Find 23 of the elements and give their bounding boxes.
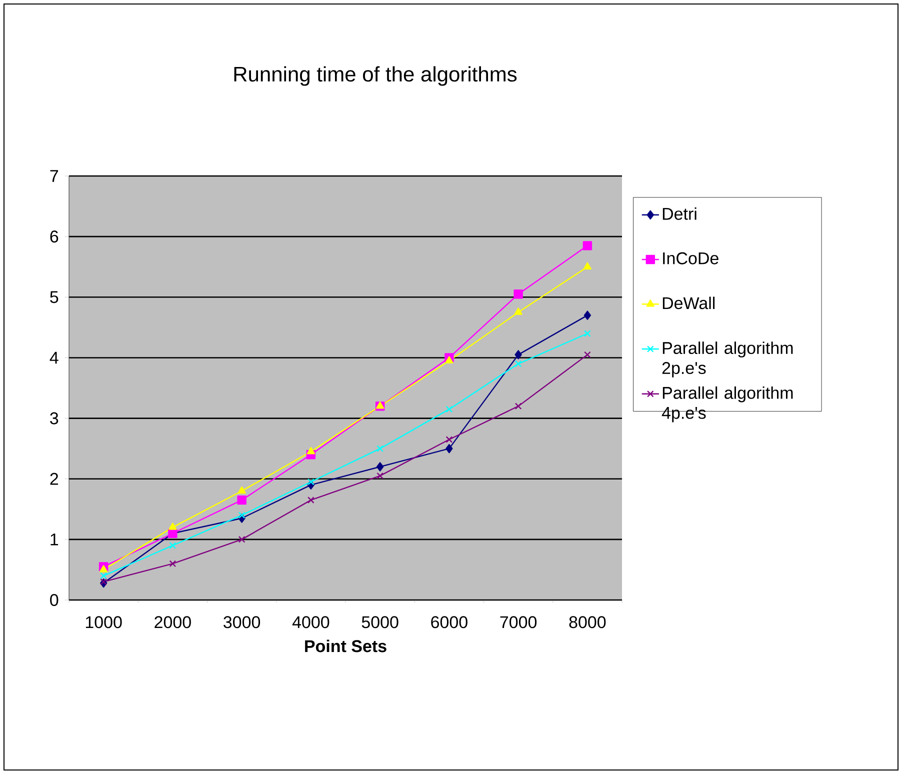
x-tick-label: 3000	[224, 616, 260, 628]
x-tick-label: 6000	[431, 616, 468, 628]
y-tick-label: 1	[50, 534, 58, 546]
chart-title: Running time of the algorithms	[234, 66, 517, 86]
x-tick-label: 8000	[569, 616, 606, 628]
x-tick-label: 2000	[154, 616, 191, 628]
legend-label: Parallel algorithm 2p.e's	[662, 342, 793, 378]
legend-label: InCoDe	[663, 252, 718, 264]
x-axis-title: Point Sets	[305, 640, 386, 652]
y-tick-label: 2	[50, 472, 58, 485]
y-tick-label: 3	[50, 412, 58, 424]
x-tick-label: 4000	[292, 616, 330, 628]
y-tick-label: 0	[50, 594, 58, 606]
legend-label: DeWall	[662, 296, 715, 310]
legend-label: Parallel algorithm 4p.e's	[662, 386, 793, 422]
y-tick-label: 4	[50, 352, 58, 364]
x-tick-label: 7000	[500, 616, 537, 628]
legend-label: Detri	[662, 207, 696, 220]
y-tick-label: 6	[50, 230, 58, 243]
x-tick-label: 1000	[86, 616, 122, 628]
y-tick-label: 5	[50, 291, 58, 304]
x-tick-label: 5000	[362, 616, 398, 628]
y-tick-label: 7	[50, 170, 58, 182]
